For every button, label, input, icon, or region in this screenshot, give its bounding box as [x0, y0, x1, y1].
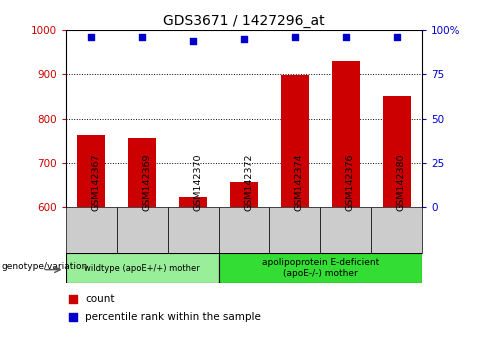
Text: GSM142367: GSM142367	[91, 153, 101, 211]
Point	[393, 34, 401, 40]
Bar	[320, 207, 371, 253]
Text: wildtype (apoE+/+) mother: wildtype (apoE+/+) mother	[84, 264, 200, 273]
Point	[69, 296, 77, 302]
Bar	[66, 207, 117, 253]
Point	[69, 314, 77, 320]
Text: apolipoprotein E-deficient
(apoE-/-) mother: apolipoprotein E-deficient (apoE-/-) mot…	[262, 258, 379, 278]
Bar	[179, 197, 207, 207]
Text: GSM142369: GSM142369	[142, 153, 151, 211]
Bar	[269, 207, 320, 253]
Point	[291, 34, 299, 40]
Point	[138, 34, 146, 40]
Text: GSM142374: GSM142374	[295, 153, 304, 211]
Bar	[230, 182, 258, 207]
Text: percentile rank within the sample: percentile rank within the sample	[85, 312, 262, 322]
Bar	[117, 207, 168, 253]
Bar	[219, 207, 269, 253]
Point	[189, 38, 197, 44]
Point	[342, 34, 350, 40]
Bar	[219, 253, 422, 283]
Bar	[168, 207, 219, 253]
Text: GSM142380: GSM142380	[397, 153, 406, 211]
Text: count: count	[85, 293, 115, 304]
Text: GSM142372: GSM142372	[244, 153, 253, 211]
Bar	[281, 75, 309, 207]
Bar	[383, 96, 411, 207]
Title: GDS3671 / 1427296_at: GDS3671 / 1427296_at	[163, 14, 325, 28]
Bar	[128, 138, 156, 207]
Bar	[371, 207, 422, 253]
Text: GSM142376: GSM142376	[346, 153, 355, 211]
Text: GSM142370: GSM142370	[193, 153, 202, 211]
Bar	[77, 135, 105, 207]
Point	[87, 34, 95, 40]
Bar	[66, 253, 219, 283]
Bar	[332, 61, 360, 207]
Text: genotype/variation: genotype/variation	[1, 262, 87, 270]
Point	[240, 36, 248, 42]
